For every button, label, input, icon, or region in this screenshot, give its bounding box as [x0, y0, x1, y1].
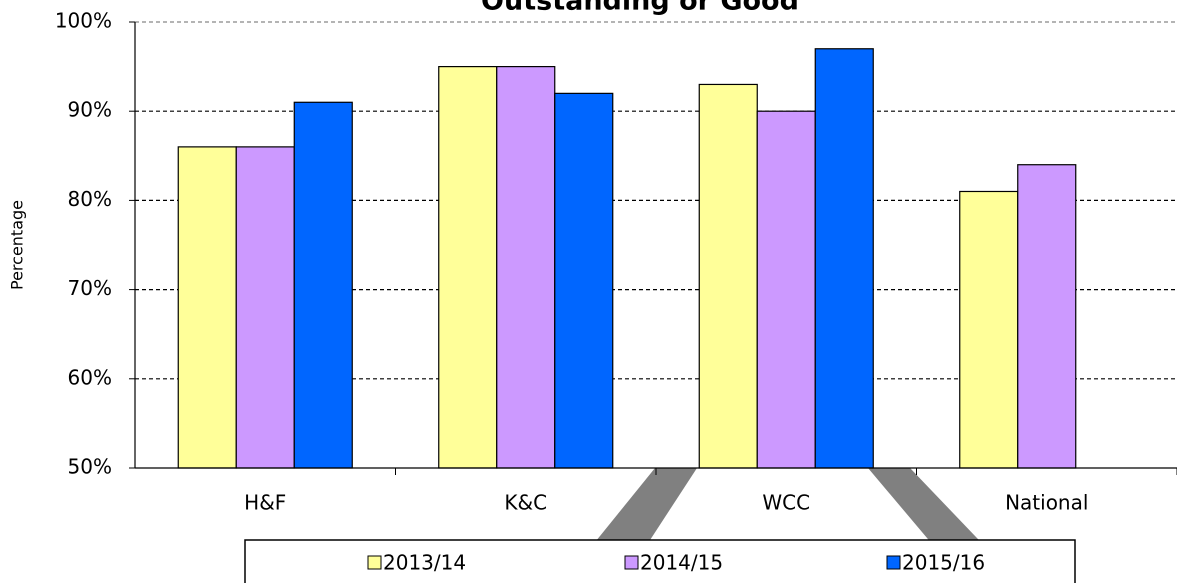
- y-tick-label: 70%: [68, 276, 112, 300]
- y-tick-label: 50%: [68, 455, 112, 479]
- bar: [814, 48, 874, 469]
- y-tick-label: 80%: [68, 187, 112, 211]
- legend-swatch: [367, 555, 382, 570]
- plot-area: [129, 21, 1177, 475]
- bar: [235, 146, 295, 469]
- y-tick-label: 90%: [68, 98, 112, 122]
- x-tick-label: National: [1005, 491, 1088, 515]
- bar: [438, 65, 498, 469]
- legend-label: 2015/16: [902, 551, 985, 575]
- bar: [496, 65, 556, 469]
- legend-swatch: [886, 555, 901, 570]
- bar: [756, 110, 816, 469]
- bar: [1017, 164, 1077, 469]
- legend-label: 2013/14: [383, 551, 466, 575]
- x-tick-label: H&F: [244, 491, 286, 515]
- x-tick-label: WCC: [762, 491, 810, 515]
- legend-box: [244, 539, 1076, 583]
- y-tick-label: 100%: [55, 9, 112, 33]
- bar: [554, 92, 614, 469]
- y-axis-label: Percentage: [8, 200, 27, 290]
- y-tick-label: 60%: [68, 365, 112, 389]
- x-tick-label: K&C: [504, 491, 547, 515]
- bar: [959, 190, 1019, 469]
- legend-swatch: [624, 555, 639, 570]
- chart-title: Outstanding or Good: [481, 0, 799, 17]
- bar: [177, 146, 237, 469]
- bar: [293, 101, 353, 469]
- legend-label: 2014/15: [640, 551, 723, 575]
- bar: [698, 83, 758, 469]
